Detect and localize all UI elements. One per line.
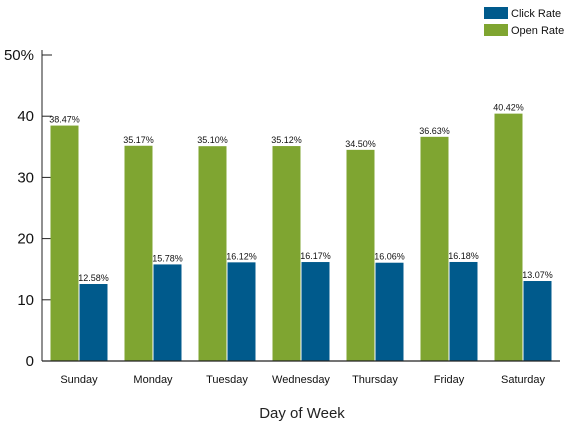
bar-open-rate-sunday: [50, 125, 79, 361]
x-tick-label: Saturday: [501, 374, 546, 386]
bar-group-thursday: 34.50% 16.06%: [345, 139, 405, 361]
bar-click-rate-tuesday: [227, 262, 256, 361]
x-tick-label: Friday: [434, 374, 465, 386]
data-label: 16.06%: [374, 252, 405, 262]
bar-click-rate-sunday: [79, 284, 108, 361]
bar-click-rate-saturday: [523, 281, 552, 361]
bar-group-wednesday: 35.12% 16.17%: [271, 135, 331, 361]
x-axis-title: Day of Week: [259, 405, 345, 422]
bar-group-friday: 36.63% 16.18%: [419, 126, 479, 361]
data-label: 35.17%: [123, 135, 154, 145]
bar-open-rate-monday: [124, 145, 153, 361]
bar-click-rate-thursday: [375, 262, 404, 361]
bar-open-rate-tuesday: [198, 146, 227, 361]
data-label: 38.47%: [49, 115, 80, 125]
bar-open-rate-thursday: [346, 149, 375, 361]
bar-click-rate-friday: [449, 261, 478, 361]
data-label: 16.17%: [300, 251, 331, 261]
y-tick-label: 10: [17, 292, 34, 309]
data-label: 40.42%: [493, 103, 524, 113]
bars: 38.47%12.58%35.17%15.78%35.10%16.12%35.1…: [49, 103, 553, 361]
data-label: 12.58%: [78, 273, 109, 283]
bar-group-tuesday: 35.10% 16.12%: [197, 135, 257, 361]
y-tick-label: 40: [17, 108, 34, 125]
bar-group-sunday: 38.47% 12.58%: [49, 115, 109, 361]
x-tick-label: Sunday: [60, 374, 98, 386]
bar-open-rate-friday: [420, 136, 449, 361]
y-tick-label: 30: [17, 169, 34, 186]
legend: Click Rate Open Rate: [484, 7, 564, 37]
y-tick-label: 50%: [4, 47, 34, 64]
data-label: 36.63%: [419, 126, 450, 136]
data-label: 15.78%: [152, 253, 183, 263]
x-tick-label: Tuesday: [206, 374, 248, 386]
data-label: 35.10%: [197, 135, 228, 145]
data-label: 16.18%: [448, 251, 479, 261]
legend-label: Click Rate: [511, 8, 561, 20]
bar-click-rate-monday: [153, 264, 182, 361]
data-label: 35.12%: [271, 135, 302, 145]
bar-open-rate-saturday: [494, 113, 523, 361]
y-axis: 0 10 20 30 40 50%: [4, 47, 52, 370]
y-tick-label: 20: [17, 231, 34, 248]
x-tick-label: Thursday: [352, 374, 398, 386]
data-label: 16.12%: [226, 251, 257, 261]
legend-item-open-rate: Open Rate: [484, 24, 564, 37]
legend-label: Open Rate: [511, 25, 564, 37]
bar-open-rate-wednesday: [272, 146, 301, 361]
bar-group-saturday: 40.42% 13.07%: [493, 103, 553, 361]
legend-swatch: [484, 7, 508, 19]
x-axis: Sunday Monday Tuesday Wednesday Thursday Frid…: [42, 360, 560, 386]
bar-group-monday: 35.17% 15.78%: [123, 135, 183, 361]
y-tick-label: 0: [26, 353, 34, 370]
x-tick-label: Monday: [133, 374, 173, 386]
data-label: 13.07%: [522, 270, 553, 280]
legend-swatch: [484, 24, 508, 36]
x-tick-label: Wednesday: [272, 374, 330, 386]
data-label: 34.50%: [345, 139, 376, 149]
legend-item-click-rate: Click Rate: [484, 7, 561, 20]
bar-click-rate-wednesday: [301, 262, 330, 361]
